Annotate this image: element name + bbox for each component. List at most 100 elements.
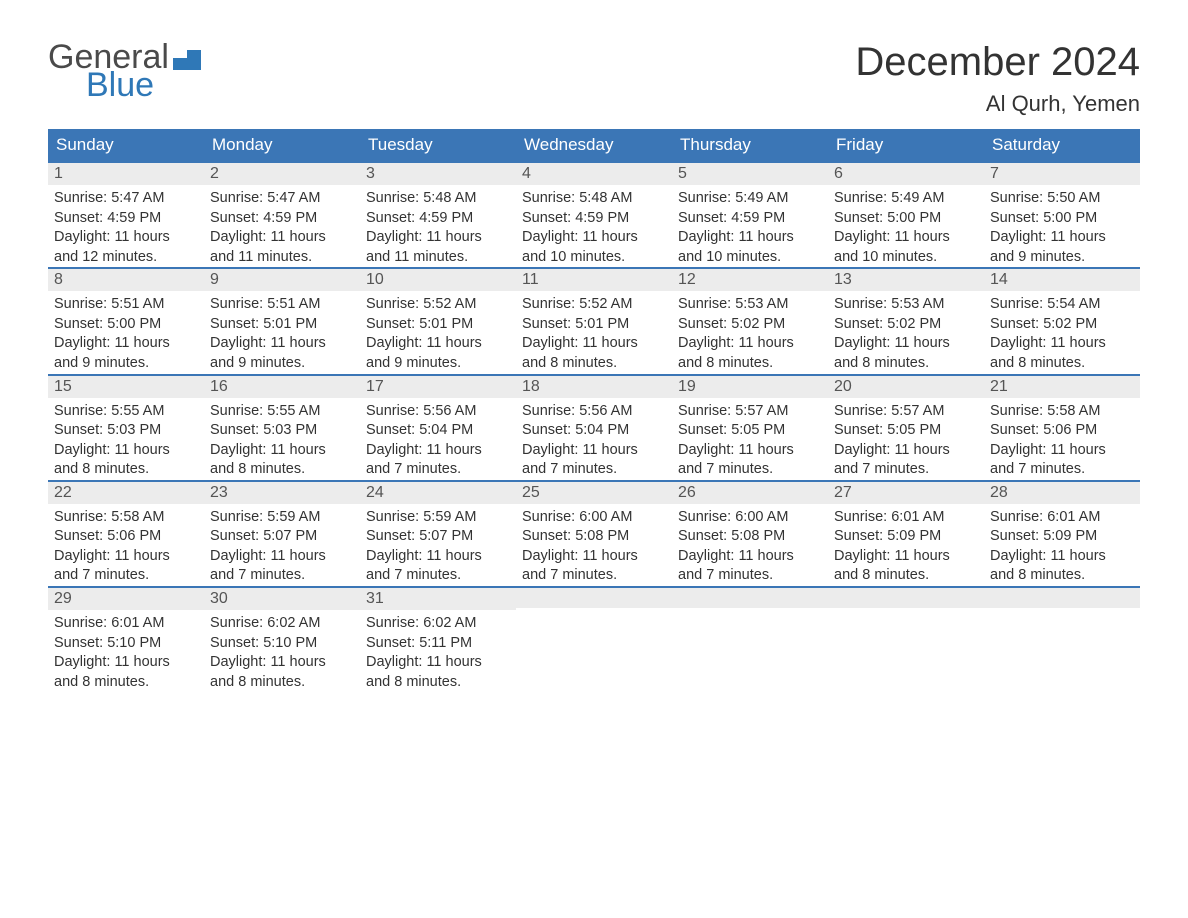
- day-number: 8: [48, 267, 204, 291]
- day-number: 12: [672, 267, 828, 291]
- day-cell: 21Sunrise: 5:58 AMSunset: 5:06 PMDayligh…: [984, 374, 1140, 480]
- day-cell: 17Sunrise: 5:56 AMSunset: 5:04 PMDayligh…: [360, 374, 516, 480]
- logo-flag-icon: [173, 50, 201, 70]
- day-cell: 1Sunrise: 5:47 AMSunset: 4:59 PMDaylight…: [48, 161, 204, 267]
- day-number: 3: [360, 161, 516, 185]
- week-row: 22Sunrise: 5:58 AMSunset: 5:06 PMDayligh…: [48, 480, 1140, 586]
- day-cell: 10Sunrise: 5:52 AMSunset: 5:01 PMDayligh…: [360, 267, 516, 373]
- week-row: 1Sunrise: 5:47 AMSunset: 4:59 PMDaylight…: [48, 161, 1140, 267]
- day-cell: 16Sunrise: 5:55 AMSunset: 5:03 PMDayligh…: [204, 374, 360, 480]
- day-details: Sunrise: 5:53 AMSunset: 5:02 PMDaylight:…: [828, 291, 984, 373]
- day-cell: 5Sunrise: 5:49 AMSunset: 4:59 PMDaylight…: [672, 161, 828, 267]
- day-number: 18: [516, 374, 672, 398]
- day-header-monday: Monday: [204, 129, 360, 161]
- day-header-sunday: Sunday: [48, 129, 204, 161]
- day-number: 28: [984, 480, 1140, 504]
- day-header-friday: Friday: [828, 129, 984, 161]
- empty-cell: [516, 586, 672, 692]
- day-cell: 11Sunrise: 5:52 AMSunset: 5:01 PMDayligh…: [516, 267, 672, 373]
- day-number: 7: [984, 161, 1140, 185]
- day-details: Sunrise: 5:55 AMSunset: 5:03 PMDaylight:…: [48, 398, 204, 480]
- day-header-saturday: Saturday: [984, 129, 1140, 161]
- empty-cell: [672, 586, 828, 692]
- day-number: 16: [204, 374, 360, 398]
- day-header-row: SundayMondayTuesdayWednesdayThursdayFrid…: [48, 129, 1140, 161]
- day-cell: 7Sunrise: 5:50 AMSunset: 5:00 PMDaylight…: [984, 161, 1140, 267]
- day-number: 2: [204, 161, 360, 185]
- day-details: Sunrise: 6:02 AMSunset: 5:10 PMDaylight:…: [204, 610, 360, 692]
- day-number: 24: [360, 480, 516, 504]
- day-details: Sunrise: 5:48 AMSunset: 4:59 PMDaylight:…: [516, 185, 672, 267]
- day-details: Sunrise: 5:50 AMSunset: 5:00 PMDaylight:…: [984, 185, 1140, 267]
- day-details: Sunrise: 5:54 AMSunset: 5:02 PMDaylight:…: [984, 291, 1140, 373]
- day-details: Sunrise: 5:51 AMSunset: 5:01 PMDaylight:…: [204, 291, 360, 373]
- day-cell: 15Sunrise: 5:55 AMSunset: 5:03 PMDayligh…: [48, 374, 204, 480]
- day-number: 22: [48, 480, 204, 504]
- day-details: Sunrise: 5:56 AMSunset: 5:04 PMDaylight:…: [360, 398, 516, 480]
- day-details: Sunrise: 5:57 AMSunset: 5:05 PMDaylight:…: [672, 398, 828, 480]
- day-details: Sunrise: 5:47 AMSunset: 4:59 PMDaylight:…: [48, 185, 204, 267]
- day-number: 14: [984, 267, 1140, 291]
- day-number: 23: [204, 480, 360, 504]
- day-details: Sunrise: 6:00 AMSunset: 5:08 PMDaylight:…: [516, 504, 672, 586]
- week-row: 15Sunrise: 5:55 AMSunset: 5:03 PMDayligh…: [48, 374, 1140, 480]
- day-cell: 18Sunrise: 5:56 AMSunset: 5:04 PMDayligh…: [516, 374, 672, 480]
- day-number: 26: [672, 480, 828, 504]
- day-number: 30: [204, 586, 360, 610]
- day-cell: 6Sunrise: 5:49 AMSunset: 5:00 PMDaylight…: [828, 161, 984, 267]
- day-cell: 27Sunrise: 6:01 AMSunset: 5:09 PMDayligh…: [828, 480, 984, 586]
- empty-day-bar: [828, 586, 984, 608]
- empty-day-bar: [984, 586, 1140, 608]
- header-block: General Blue December 2024 Al Qurh, Yeme…: [48, 40, 1140, 117]
- week-row: 29Sunrise: 6:01 AMSunset: 5:10 PMDayligh…: [48, 586, 1140, 692]
- month-title: December 2024: [855, 40, 1140, 85]
- day-cell: 2Sunrise: 5:47 AMSunset: 4:59 PMDaylight…: [204, 161, 360, 267]
- day-details: Sunrise: 6:00 AMSunset: 5:08 PMDaylight:…: [672, 504, 828, 586]
- empty-day-bar: [672, 586, 828, 608]
- day-number: 29: [48, 586, 204, 610]
- day-cell: 3Sunrise: 5:48 AMSunset: 4:59 PMDaylight…: [360, 161, 516, 267]
- day-cell: 9Sunrise: 5:51 AMSunset: 5:01 PMDaylight…: [204, 267, 360, 373]
- day-details: Sunrise: 5:58 AMSunset: 5:06 PMDaylight:…: [48, 504, 204, 586]
- day-number: 17: [360, 374, 516, 398]
- day-number: 6: [828, 161, 984, 185]
- day-details: Sunrise: 5:53 AMSunset: 5:02 PMDaylight:…: [672, 291, 828, 373]
- day-cell: 12Sunrise: 5:53 AMSunset: 5:02 PMDayligh…: [672, 267, 828, 373]
- day-number: 21: [984, 374, 1140, 398]
- day-cell: 20Sunrise: 5:57 AMSunset: 5:05 PMDayligh…: [828, 374, 984, 480]
- day-cell: 13Sunrise: 5:53 AMSunset: 5:02 PMDayligh…: [828, 267, 984, 373]
- day-number: 10: [360, 267, 516, 291]
- day-number: 13: [828, 267, 984, 291]
- day-details: Sunrise: 5:58 AMSunset: 5:06 PMDaylight:…: [984, 398, 1140, 480]
- day-header-thursday: Thursday: [672, 129, 828, 161]
- day-details: Sunrise: 5:47 AMSunset: 4:59 PMDaylight:…: [204, 185, 360, 267]
- day-details: Sunrise: 6:02 AMSunset: 5:11 PMDaylight:…: [360, 610, 516, 692]
- day-details: Sunrise: 6:01 AMSunset: 5:09 PMDaylight:…: [828, 504, 984, 586]
- day-number: 20: [828, 374, 984, 398]
- day-number: 31: [360, 586, 516, 610]
- day-details: Sunrise: 5:49 AMSunset: 4:59 PMDaylight:…: [672, 185, 828, 267]
- week-row: 8Sunrise: 5:51 AMSunset: 5:00 PMDaylight…: [48, 267, 1140, 373]
- day-details: Sunrise: 5:59 AMSunset: 5:07 PMDaylight:…: [360, 504, 516, 586]
- day-number: 1: [48, 161, 204, 185]
- day-number: 5: [672, 161, 828, 185]
- day-details: Sunrise: 5:52 AMSunset: 5:01 PMDaylight:…: [516, 291, 672, 373]
- day-number: 15: [48, 374, 204, 398]
- empty-day-bar: [516, 586, 672, 608]
- day-cell: 25Sunrise: 6:00 AMSunset: 5:08 PMDayligh…: [516, 480, 672, 586]
- day-details: Sunrise: 5:52 AMSunset: 5:01 PMDaylight:…: [360, 291, 516, 373]
- day-details: Sunrise: 5:51 AMSunset: 5:00 PMDaylight:…: [48, 291, 204, 373]
- empty-cell: [984, 586, 1140, 692]
- day-header-tuesday: Tuesday: [360, 129, 516, 161]
- day-cell: 30Sunrise: 6:02 AMSunset: 5:10 PMDayligh…: [204, 586, 360, 692]
- day-cell: 29Sunrise: 6:01 AMSunset: 5:10 PMDayligh…: [48, 586, 204, 692]
- day-cell: 31Sunrise: 6:02 AMSunset: 5:11 PMDayligh…: [360, 586, 516, 692]
- day-details: Sunrise: 5:49 AMSunset: 5:00 PMDaylight:…: [828, 185, 984, 267]
- logo-text-blue: Blue: [86, 68, 201, 102]
- day-cell: 14Sunrise: 5:54 AMSunset: 5:02 PMDayligh…: [984, 267, 1140, 373]
- day-number: 19: [672, 374, 828, 398]
- day-cell: 26Sunrise: 6:00 AMSunset: 5:08 PMDayligh…: [672, 480, 828, 586]
- day-number: 9: [204, 267, 360, 291]
- calendar-table: SundayMondayTuesdayWednesdayThursdayFrid…: [48, 129, 1140, 692]
- location-label: Al Qurh, Yemen: [855, 91, 1140, 117]
